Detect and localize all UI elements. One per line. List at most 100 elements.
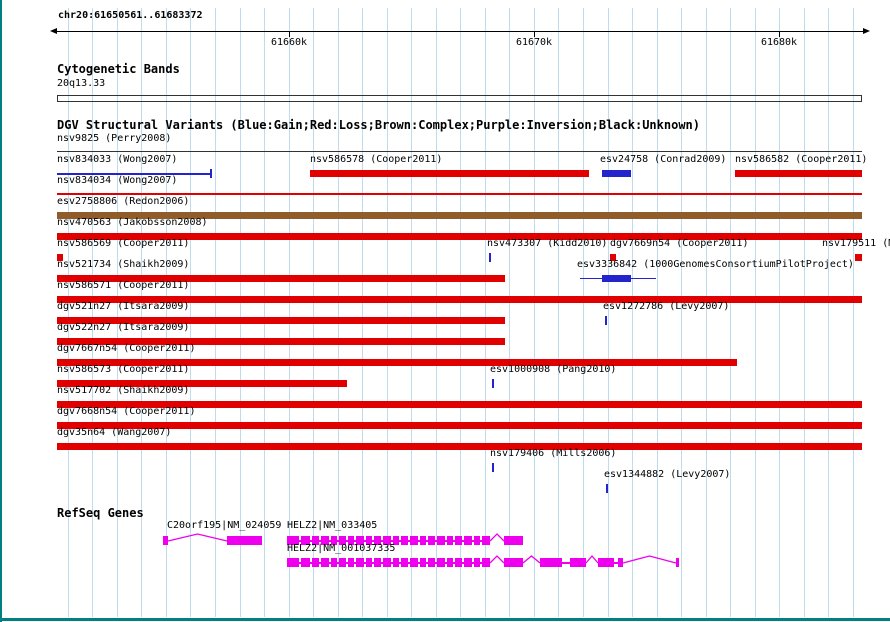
gene-exon[interactable] bbox=[287, 558, 299, 567]
gene-label[interactable]: HELZ2|NM_001037335 bbox=[287, 543, 396, 554]
dgv-feature-glyph[interactable] bbox=[57, 173, 212, 175]
gene-exon[interactable] bbox=[163, 536, 168, 545]
dgv-feature-label[interactable]: nsv834034 (Wong2007) bbox=[57, 175, 178, 186]
dgv-feature-glyph[interactable] bbox=[57, 401, 862, 408]
dgv-feature-label[interactable]: dgv35n64 (Wang2007) bbox=[57, 427, 172, 438]
gene-exon[interactable] bbox=[356, 536, 364, 545]
gene-exon[interactable] bbox=[504, 558, 523, 567]
dgv-feature-glyph-end-tick[interactable] bbox=[210, 169, 212, 178]
gene-exon[interactable] bbox=[301, 536, 310, 545]
dgv-feature-label[interactable]: esv1272786 (Levy2007) bbox=[603, 301, 730, 312]
dgv-feature-label[interactable]: nsv586578 (Cooper2011) bbox=[310, 154, 443, 165]
gene-exon[interactable] bbox=[348, 536, 354, 545]
gene-exon[interactable] bbox=[598, 558, 614, 567]
gene-label[interactable]: HELZ2|NM_033405 bbox=[287, 520, 378, 531]
dgv-feature-glyph-core[interactable] bbox=[602, 275, 631, 282]
gene-exon[interactable] bbox=[482, 558, 490, 567]
dgv-feature-glyph[interactable] bbox=[855, 254, 862, 261]
dgv-feature-label[interactable]: nsv834033 (Wong2007) bbox=[57, 154, 178, 165]
dgv-feature-label[interactable]: nsv586582 (Cooper2011) bbox=[735, 154, 868, 165]
dgv-feature-glyph[interactable] bbox=[57, 233, 862, 240]
gene-exon[interactable] bbox=[420, 558, 426, 567]
dgv-feature-glyph[interactable] bbox=[57, 151, 862, 152]
gene-exon[interactable] bbox=[383, 536, 391, 545]
gene-exon[interactable] bbox=[455, 536, 462, 545]
dgv-feature-label[interactable]: nsv179406 (Mills2006) bbox=[490, 448, 617, 459]
dgv-feature-glyph[interactable] bbox=[57, 296, 862, 303]
gene-exon[interactable] bbox=[504, 536, 523, 545]
dgv-feature-glyph[interactable] bbox=[57, 254, 63, 261]
dgv-feature-label[interactable]: dgv521n27 (Itsara2009) bbox=[57, 301, 190, 312]
gene-exon[interactable] bbox=[428, 558, 435, 567]
dgv-feature-label[interactable]: nsv470563 (Jakobsson2008) bbox=[57, 217, 208, 228]
dgv-feature-label[interactable]: esv1344882 (Levy2007) bbox=[604, 469, 731, 480]
dgv-feature-glyph[interactable] bbox=[57, 380, 347, 387]
gene-exon[interactable] bbox=[393, 558, 399, 567]
gene-exon[interactable] bbox=[374, 558, 381, 567]
dgv-feature-glyph[interactable] bbox=[57, 422, 862, 429]
dgv-feature-label[interactable]: dgv7669n54 (Cooper2011) bbox=[610, 238, 749, 249]
dgv-feature-glyph[interactable] bbox=[57, 317, 505, 324]
gene-exon[interactable] bbox=[366, 536, 372, 545]
gene-exon[interactable] bbox=[312, 558, 319, 567]
gene-exon[interactable] bbox=[366, 558, 372, 567]
gene-exon[interactable] bbox=[331, 558, 337, 567]
gene-exon[interactable] bbox=[356, 558, 364, 567]
gene-exon[interactable] bbox=[331, 536, 337, 545]
dgv-feature-glyph[interactable] bbox=[606, 484, 608, 493]
dgv-feature-glyph[interactable] bbox=[57, 212, 862, 219]
dgv-feature-glyph[interactable] bbox=[57, 193, 862, 195]
dgv-feature-label[interactable]: nsv9825 (Perry2008) bbox=[57, 133, 172, 144]
gene-exon[interactable] bbox=[393, 536, 399, 545]
gene-exon[interactable] bbox=[321, 536, 329, 545]
gene-exon[interactable] bbox=[339, 558, 346, 567]
dgv-feature-label[interactable]: nsv517702 (Shaikh2009) bbox=[57, 385, 190, 396]
dgv-feature-glyph[interactable] bbox=[602, 170, 631, 177]
gene-exon[interactable] bbox=[420, 536, 426, 545]
dgv-feature-label[interactable]: nsv586573 (Cooper2011) bbox=[57, 364, 190, 375]
dgv-feature-glyph[interactable] bbox=[610, 254, 616, 261]
gene-exon[interactable] bbox=[410, 558, 418, 567]
dgv-feature-label[interactable]: dgv522n27 (Itsara2009) bbox=[57, 322, 190, 333]
gene-exon[interactable] bbox=[570, 558, 586, 567]
gene-exon[interactable] bbox=[437, 536, 445, 545]
dgv-feature-glyph[interactable] bbox=[310, 170, 589, 177]
gene-exon[interactable] bbox=[482, 536, 490, 545]
dgv-feature-glyph[interactable] bbox=[57, 275, 505, 282]
dgv-feature-label[interactable]: esv2758806 (Redon2006) bbox=[57, 196, 190, 207]
dgv-feature-label[interactable]: nsv586569 (Cooper2011) bbox=[57, 238, 190, 249]
dgv-feature-glyph[interactable] bbox=[57, 443, 862, 450]
gene-exon[interactable] bbox=[339, 536, 346, 545]
gene-exon[interactable] bbox=[464, 536, 472, 545]
gene-exon[interactable] bbox=[301, 558, 310, 567]
gene-exon[interactable] bbox=[540, 558, 562, 567]
dgv-feature-label[interactable]: nsv586571 (Cooper2011) bbox=[57, 280, 190, 291]
dgv-feature-label[interactable]: esv1000908 (Pang2010) bbox=[490, 364, 617, 375]
gene-exon[interactable] bbox=[348, 558, 354, 567]
gene-exon[interactable] bbox=[227, 536, 262, 545]
dgv-feature-label[interactable]: esv3336842 (1000GenomesConsortiumPilotPr… bbox=[577, 259, 854, 270]
gene-exon[interactable] bbox=[401, 536, 408, 545]
gene-exon[interactable] bbox=[428, 536, 435, 545]
gene-exon[interactable] bbox=[437, 558, 445, 567]
dgv-feature-glyph[interactable] bbox=[492, 379, 494, 388]
dgv-feature-label[interactable]: nsv521734 (Shaikh2009) bbox=[57, 259, 190, 270]
gene-exon[interactable] bbox=[464, 558, 472, 567]
gene-exon[interactable] bbox=[618, 558, 623, 567]
gene-exon[interactable] bbox=[287, 536, 299, 545]
gene-exon[interactable] bbox=[321, 558, 329, 567]
gene-exon[interactable] bbox=[455, 558, 462, 567]
gene-exon[interactable] bbox=[312, 536, 319, 545]
dgv-feature-label[interactable]: nsv179511 (M bbox=[822, 238, 890, 249]
gene-exon[interactable] bbox=[410, 536, 418, 545]
gene-exon[interactable] bbox=[676, 558, 679, 567]
dgv-feature-glyph[interactable] bbox=[57, 338, 505, 345]
dgv-feature-glyph[interactable] bbox=[492, 463, 494, 472]
dgv-feature-glyph[interactable] bbox=[605, 316, 607, 325]
dgv-feature-glyph[interactable] bbox=[57, 359, 737, 366]
gene-exon[interactable] bbox=[474, 536, 480, 545]
gene-exon[interactable] bbox=[474, 558, 480, 567]
gene-exon[interactable] bbox=[447, 558, 453, 567]
gene-label[interactable]: C20orf195|NM_024059 bbox=[167, 520, 282, 531]
gene-exon[interactable] bbox=[374, 536, 381, 545]
